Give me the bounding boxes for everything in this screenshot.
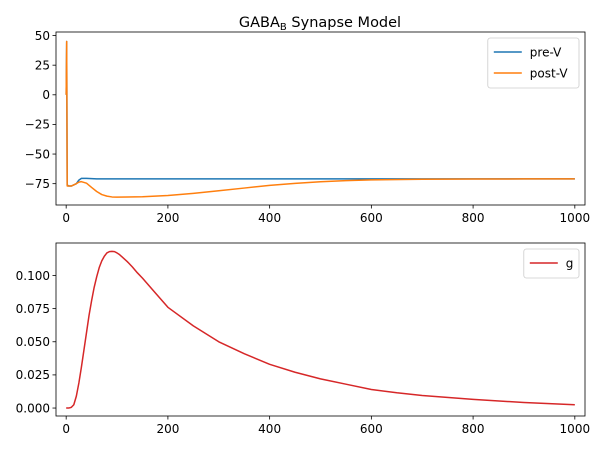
y-tick-label: 25 xyxy=(35,58,50,72)
chart-title: GABAB Synapse Model xyxy=(239,15,401,33)
legend-label-g: g xyxy=(566,256,574,270)
axes-frame xyxy=(55,31,586,206)
x-tick-label: 400 xyxy=(258,211,281,225)
y-tick-label: −25 xyxy=(25,118,50,132)
y-tick-label: 0.100 xyxy=(16,269,50,283)
bottom-axes: 0 200 400 600 800 1000 0.000 0.025 0.050 0.075 0.1… xyxy=(16,242,591,436)
legend-box xyxy=(487,37,580,89)
x-tick-label: 0 xyxy=(62,422,70,436)
legend: pre-V post-V xyxy=(487,37,580,89)
axes-frame xyxy=(55,242,586,417)
x-tick-label: 200 xyxy=(156,211,179,225)
series-line-post-V xyxy=(65,40,575,198)
y-tick-label: 0 xyxy=(42,88,50,102)
top-axes: 0 200 400 600 800 1000 50 25 0 −25 −50 −75 pre-V post… xyxy=(25,29,590,225)
y-tick-label: 0.000 xyxy=(16,401,50,415)
y-tick-label: 0.050 xyxy=(16,335,50,349)
series-line-g xyxy=(66,250,575,409)
y-tick-label: 0.025 xyxy=(16,368,50,382)
y-tick-label: 50 xyxy=(35,29,50,43)
y-tick-label: −75 xyxy=(25,177,50,191)
legend-label-pre-V: pre-V xyxy=(530,45,562,59)
x-tick-label: 600 xyxy=(360,211,383,225)
x-tick-label: 600 xyxy=(360,422,383,436)
y-tick-label: −50 xyxy=(25,147,50,161)
x-tick-label: 400 xyxy=(258,422,281,436)
x-tick-label: 800 xyxy=(462,422,485,436)
legend-label-post-V: post-V xyxy=(530,66,569,80)
x-tick-label: 1000 xyxy=(560,211,591,225)
legend: g xyxy=(523,248,580,279)
x-tick-label: 800 xyxy=(462,211,485,225)
x-tick-label: 1000 xyxy=(560,422,591,436)
y-tick-label: 0.075 xyxy=(16,302,50,316)
x-tick-label: 200 xyxy=(156,422,179,436)
x-tick-label: 0 xyxy=(62,211,70,225)
